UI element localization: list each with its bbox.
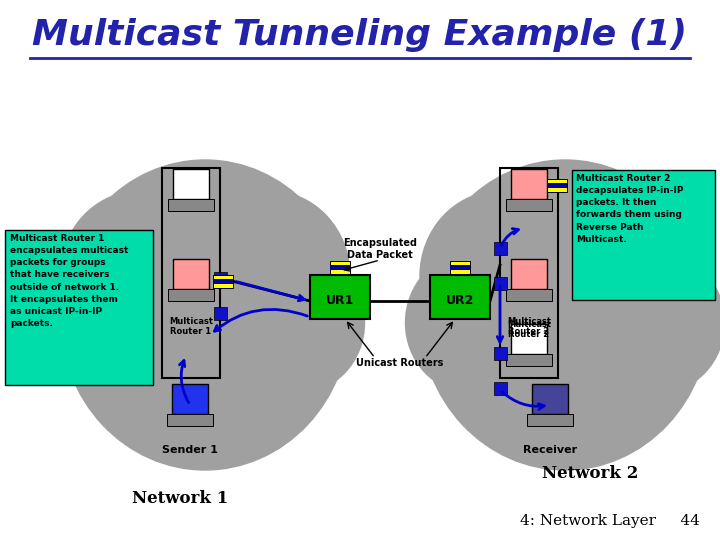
FancyBboxPatch shape (214, 272, 227, 285)
FancyBboxPatch shape (506, 354, 552, 366)
Ellipse shape (220, 307, 336, 416)
Ellipse shape (45, 253, 176, 393)
Ellipse shape (514, 300, 660, 439)
Text: UR2: UR2 (446, 294, 474, 307)
Text: Network 1: Network 1 (132, 490, 228, 507)
Ellipse shape (594, 253, 720, 393)
FancyBboxPatch shape (506, 289, 552, 301)
Ellipse shape (420, 191, 580, 361)
Ellipse shape (74, 307, 191, 416)
Text: Multicast Router 2
decapsulates IP-in-IP
packets. It then
forwards them using
Re: Multicast Router 2 decapsulates IP-in-IP… (576, 174, 683, 244)
Ellipse shape (125, 176, 284, 300)
Text: Multicast Router 1
encapsulates multicast
packets for groups
that have receivers: Multicast Router 1 encapsulates multicas… (10, 234, 128, 328)
Ellipse shape (191, 191, 350, 361)
FancyBboxPatch shape (213, 275, 233, 288)
FancyBboxPatch shape (527, 414, 573, 426)
FancyBboxPatch shape (330, 265, 350, 270)
FancyBboxPatch shape (214, 307, 227, 320)
FancyBboxPatch shape (494, 347, 507, 360)
FancyBboxPatch shape (511, 324, 547, 354)
Ellipse shape (104, 176, 234, 315)
Ellipse shape (551, 191, 710, 361)
FancyBboxPatch shape (173, 259, 209, 289)
FancyBboxPatch shape (494, 242, 507, 255)
FancyBboxPatch shape (173, 169, 209, 199)
Text: Network 2: Network 2 (542, 465, 638, 482)
Ellipse shape (234, 253, 364, 393)
Ellipse shape (464, 176, 594, 315)
FancyBboxPatch shape (168, 289, 214, 301)
Text: Multicast
Router 2: Multicast Router 2 (507, 320, 551, 340)
FancyBboxPatch shape (430, 275, 490, 319)
FancyBboxPatch shape (494, 382, 507, 395)
Ellipse shape (471, 300, 616, 439)
FancyBboxPatch shape (494, 277, 507, 290)
Text: Sender 1: Sender 1 (162, 445, 218, 455)
FancyBboxPatch shape (506, 199, 552, 211)
Text: Multicast Tunneling Example (1): Multicast Tunneling Example (1) (32, 18, 688, 52)
Ellipse shape (536, 176, 667, 315)
Ellipse shape (580, 307, 696, 416)
FancyBboxPatch shape (572, 170, 715, 300)
Text: Receiver: Receiver (523, 445, 577, 455)
Ellipse shape (176, 176, 307, 315)
Text: Multicast
Router 2: Multicast Router 2 (507, 317, 551, 336)
Text: Unicast Routers: Unicast Routers (356, 358, 444, 368)
Text: 4: Network Layer     44: 4: Network Layer 44 (520, 514, 700, 528)
FancyBboxPatch shape (547, 183, 567, 188)
FancyBboxPatch shape (172, 384, 208, 414)
FancyBboxPatch shape (167, 414, 213, 426)
FancyBboxPatch shape (450, 261, 470, 274)
FancyBboxPatch shape (330, 261, 350, 274)
FancyBboxPatch shape (5, 230, 153, 385)
FancyBboxPatch shape (168, 199, 214, 211)
Ellipse shape (154, 300, 300, 439)
Ellipse shape (405, 253, 536, 393)
Ellipse shape (60, 191, 220, 361)
Text: Encapsulated
Data Packet: Encapsulated Data Packet (343, 238, 417, 260)
Ellipse shape (434, 307, 551, 416)
FancyBboxPatch shape (511, 169, 547, 199)
Text: UR1: UR1 (326, 294, 354, 307)
Ellipse shape (485, 176, 644, 300)
FancyBboxPatch shape (310, 275, 370, 319)
FancyBboxPatch shape (450, 265, 470, 270)
Ellipse shape (111, 300, 256, 439)
FancyBboxPatch shape (547, 179, 567, 192)
Ellipse shape (420, 160, 710, 470)
Ellipse shape (60, 160, 350, 470)
FancyBboxPatch shape (532, 384, 568, 414)
Text: Multicast
Router 1: Multicast Router 1 (169, 317, 213, 336)
FancyBboxPatch shape (511, 259, 547, 289)
FancyBboxPatch shape (213, 279, 233, 284)
